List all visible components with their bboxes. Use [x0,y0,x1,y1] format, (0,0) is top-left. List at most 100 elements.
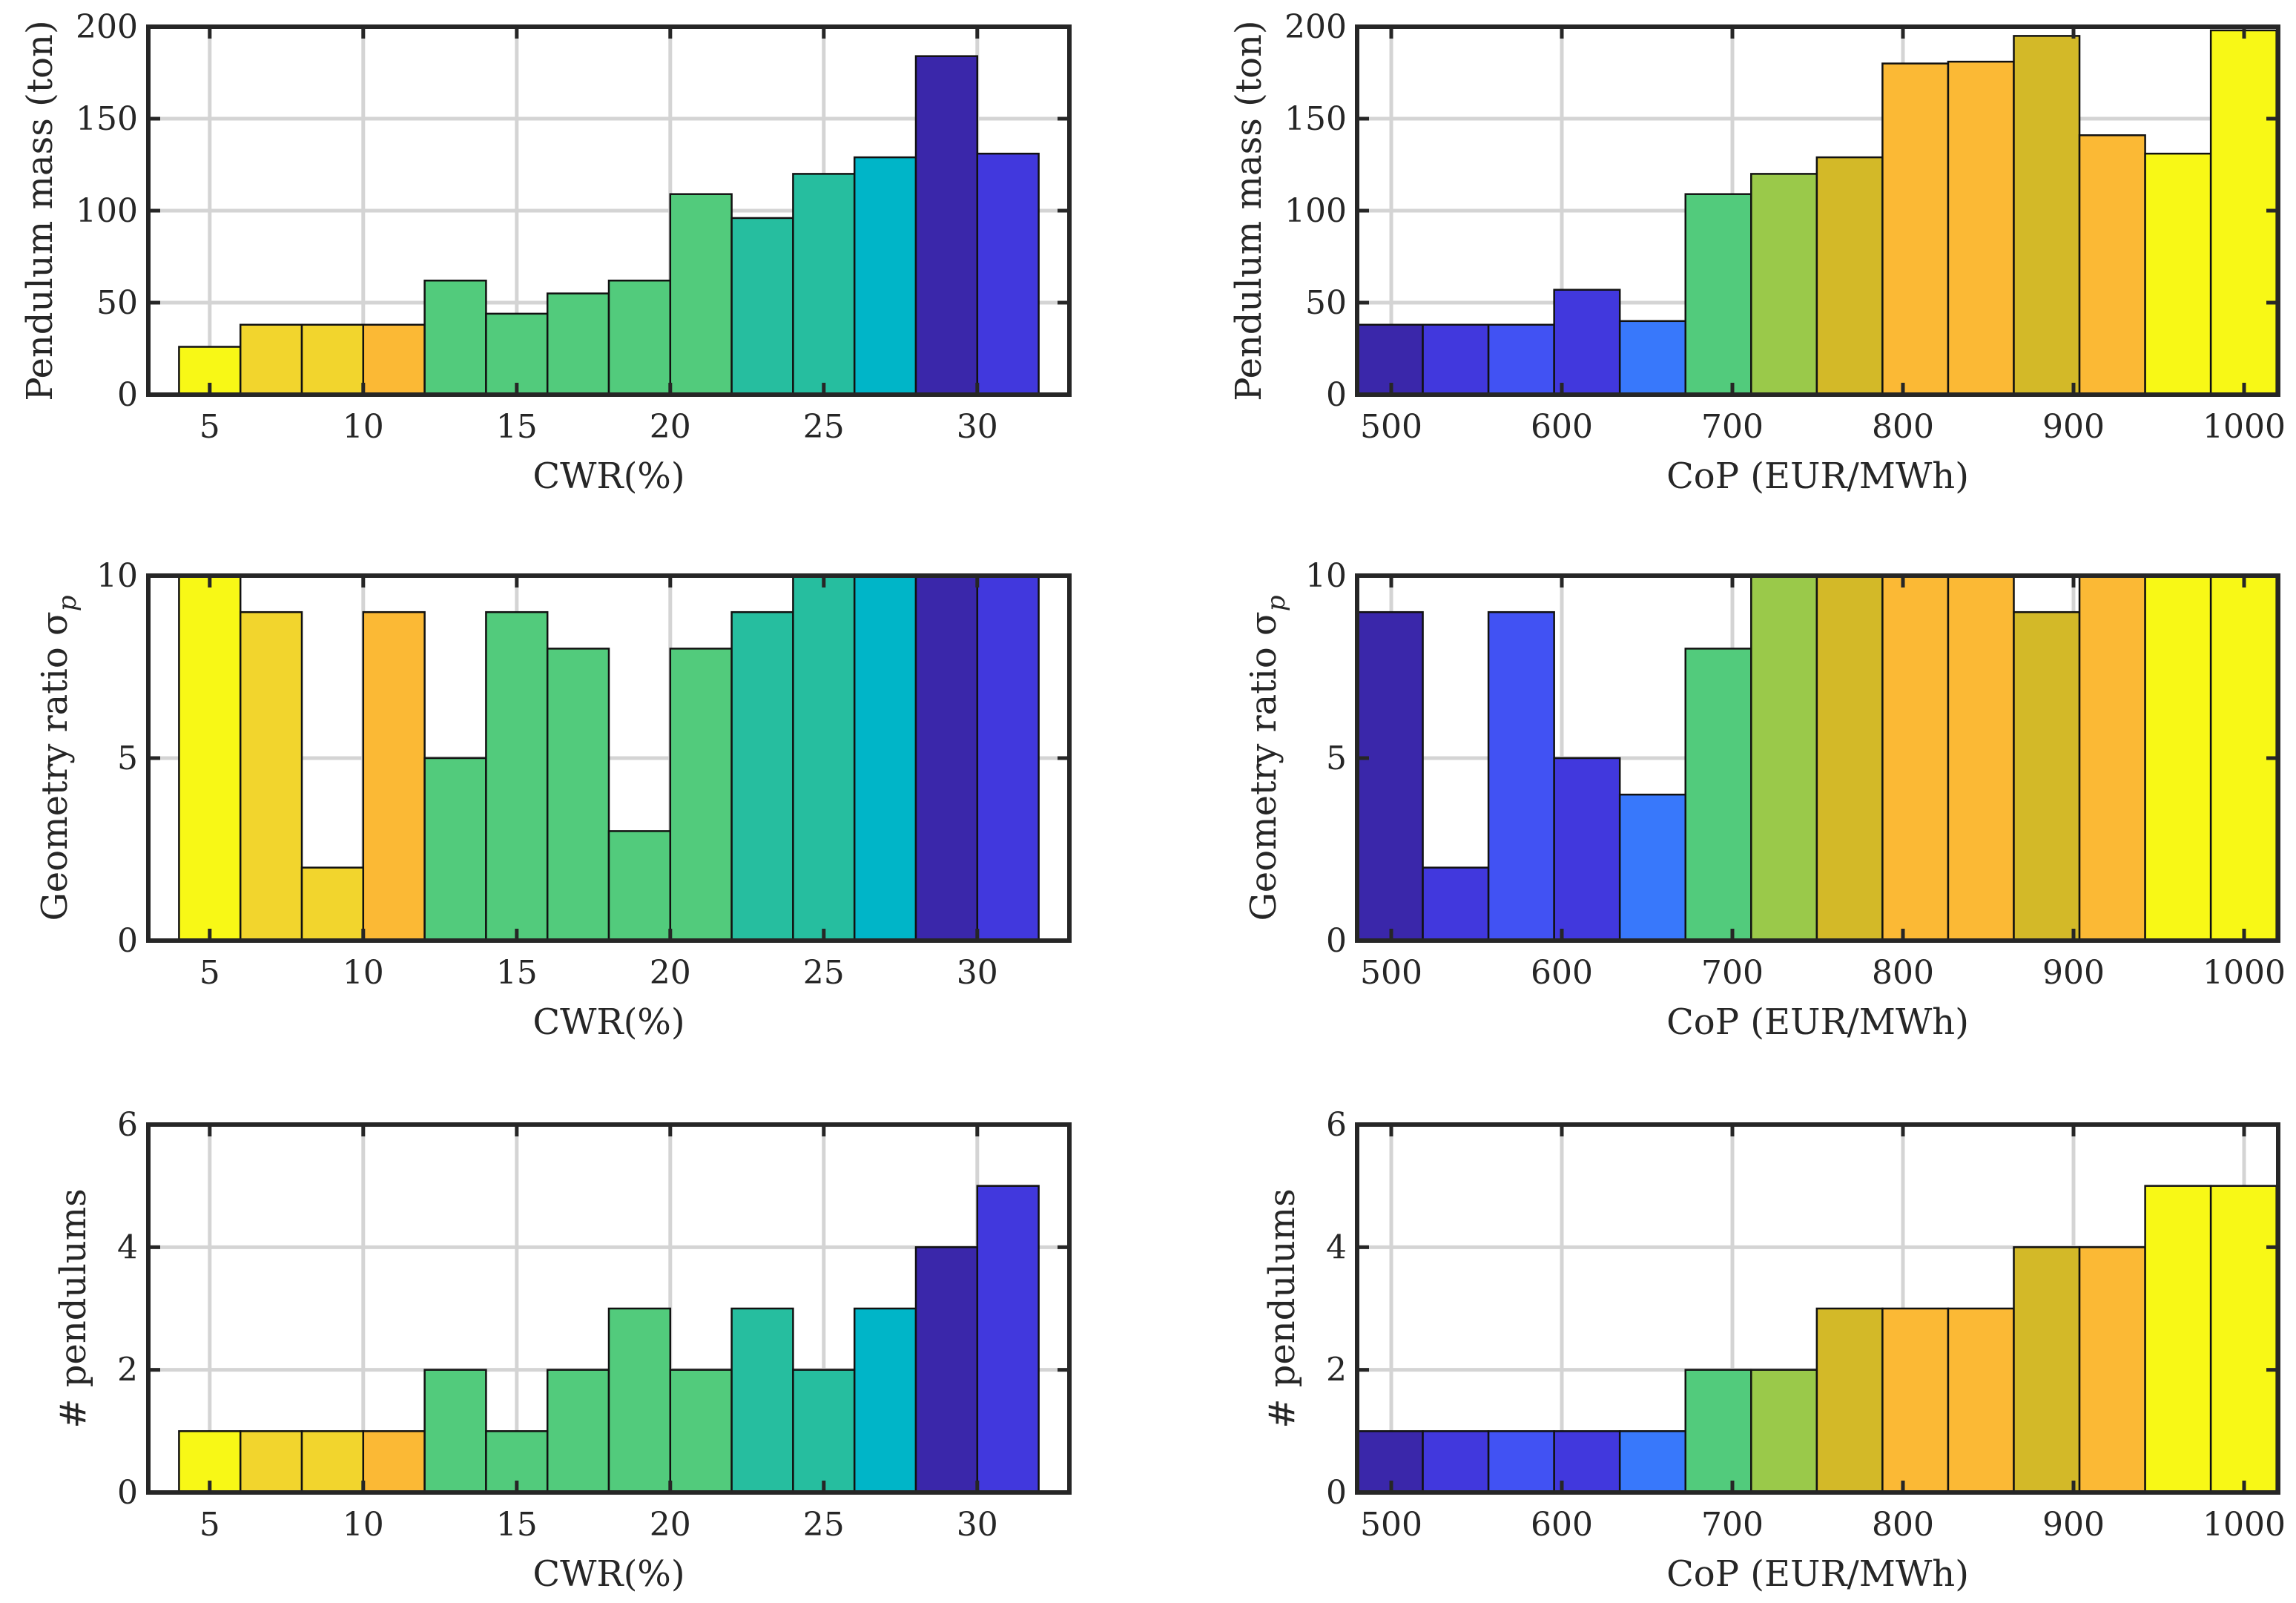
bar [669,193,733,396]
y-axis-label: Pendulum mass (ton) [19,20,61,401]
y-tick-label: 0 [1326,1474,1347,1512]
bar [1618,320,1686,396]
bar [2144,574,2212,942]
y-tick-label: 6 [117,1106,138,1144]
y-tick-label: 100 [1284,192,1347,230]
bar [669,1369,733,1494]
x-tick-label: 20 [650,1506,691,1544]
bar [669,648,733,942]
bar [976,1185,1040,1494]
bar [239,610,303,942]
x-tick-label: 30 [957,954,998,992]
bar [300,323,365,396]
y-tick-label: 0 [117,922,138,960]
bar [1684,1369,1752,1494]
bar [423,279,487,396]
bar [607,279,672,396]
bar [1750,574,1818,942]
bar [2144,152,2212,396]
bar [914,1246,979,1494]
bar [1553,289,1621,396]
x-tick-label: 5 [199,1506,220,1544]
y-tick-label: 0 [117,1474,138,1512]
x-tick-label: 700 [1701,408,1764,446]
bar [1422,1430,1490,1494]
bar [730,610,794,942]
bar [2013,610,2081,942]
bar [1684,648,1752,942]
bar [607,830,672,942]
y-axis-label: Pendulum mass (ton) [1228,20,1270,401]
bar [1356,610,1424,942]
x-tick-label: 600 [1531,1506,1593,1544]
x-tick-label: 900 [2042,408,2105,446]
bar [300,1430,365,1494]
bar [2209,1185,2277,1494]
x-tick-label: 20 [650,954,691,992]
y-tick-label: 5 [117,740,138,777]
x-tick-label: 600 [1531,954,1593,992]
bar [1947,574,2015,942]
y-tick-label: 100 [76,192,138,230]
bar [1553,757,1621,942]
x-tick-label: 20 [650,408,691,446]
bar [2209,29,2277,396]
bar [853,156,917,396]
bar [976,152,1040,396]
bar [1618,793,1686,942]
chart-panel: 5 10 15 20 25 30 0 50 100 150 200 CWR(%) Pendulum ma… [19,8,1072,497]
y-tick-label: 150 [1284,100,1347,138]
x-tick-label: 900 [2042,1506,2105,1544]
x-tick-label: 700 [1701,1506,1764,1544]
bar [792,1369,856,1494]
x-tick-label: 5 [199,954,220,992]
axes-box [1355,1122,2280,1495]
y-tick-label: 5 [1326,740,1347,777]
bar [1618,1430,1686,1494]
x-tick-label: 15 [496,1506,538,1544]
x-tick-label: 30 [957,408,998,446]
bar [853,574,917,942]
bar [607,1307,672,1494]
x-tick-label: 600 [1531,408,1593,446]
y-axis-label: Geometry ratio σp [34,595,82,921]
x-axis-label: CoP (EUR/MWh) [1666,1553,1969,1595]
x-tick-label: 30 [957,1506,998,1544]
y-tick-label: 0 [117,376,138,414]
x-tick-label: 1000 [2203,954,2286,992]
y-tick-label: 4 [117,1228,138,1266]
bar [2078,574,2146,942]
y-tick-label: 0 [1326,376,1347,414]
bar [178,574,242,942]
x-tick-label: 500 [1360,408,1422,446]
bar [485,610,549,942]
chart-panel: 5 10 15 20 25 30 0 5 10 CWR(%) Geometry ratio σp [34,557,1072,1043]
bar [2078,134,2146,396]
bar [1881,574,1950,942]
y-tick-label: 200 [1284,8,1347,46]
bar [362,323,426,396]
bar [2013,35,2081,396]
x-tick-label: 25 [803,1506,845,1544]
chart-panel: 500 600 700 800 900 1000 0 2 4 6 CoP (EUR/MWh) # pe… [1261,1106,2286,1595]
bar [792,574,856,942]
bar [239,323,303,396]
bar [1815,1307,1884,1494]
y-axis-label: Geometry ratio σp [1243,595,1291,921]
bar [1750,173,1818,396]
bar [1553,1430,1621,1494]
bar [423,757,487,942]
x-axis-label: CWR(%) [532,1553,684,1595]
bar [1487,1430,1555,1494]
bar [730,217,794,396]
bar [1487,323,1555,396]
bar [2013,1246,2081,1494]
x-tick-label: 25 [803,408,845,446]
bar [1422,323,1490,396]
bar [1815,156,1884,396]
bar [546,648,610,942]
x-tick-label: 800 [1872,1506,1934,1544]
chart-panel: 5 10 15 20 25 30 0 2 4 6 CWR(%) # pendulums [53,1106,1072,1595]
bar [362,610,426,942]
bar [1684,193,1752,396]
